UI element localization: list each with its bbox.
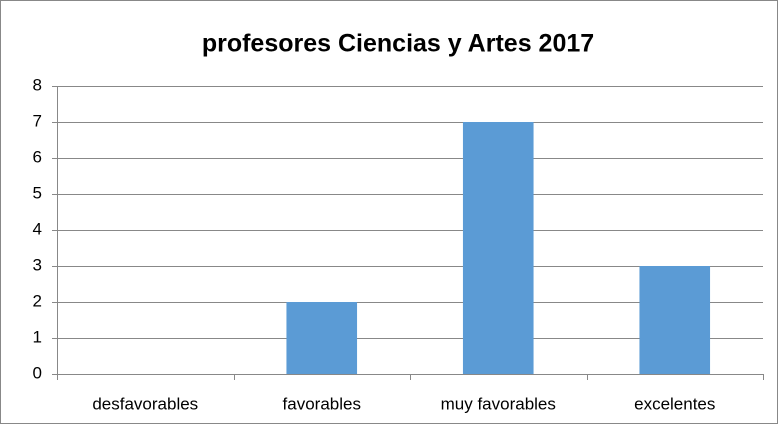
y-tick-label: 8 [33, 75, 42, 94]
y-tick-label: 3 [33, 255, 42, 274]
y-tick-label: 1 [33, 327, 42, 346]
x-tick-label: favorables [283, 394, 361, 413]
bar [639, 266, 711, 374]
y-tick-label: 0 [33, 363, 42, 382]
x-tick-label: desfavorables [92, 394, 198, 413]
bar [462, 122, 534, 374]
y-tick-label: 7 [33, 111, 42, 130]
x-tick-label: excelentes [634, 394, 715, 413]
chart-title: profesores Ciencias y Artes 2017 [202, 30, 594, 58]
y-tick-label: 5 [33, 183, 42, 202]
x-tick-label: muy favorables [441, 394, 556, 413]
y-tick-label: 2 [33, 291, 42, 310]
y-tick-label: 6 [33, 147, 42, 166]
bar [286, 302, 358, 374]
y-tick-label: 4 [33, 219, 42, 238]
